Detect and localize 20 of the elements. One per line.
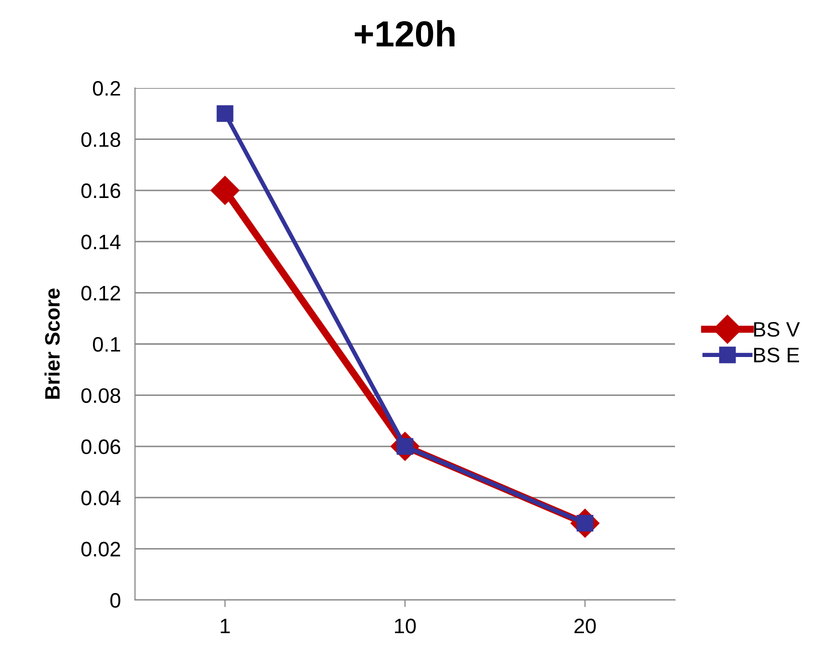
y-tick-label: 0.02 <box>81 542 120 557</box>
y-tick-label: 0 <box>110 593 120 608</box>
legend-label: BS E <box>754 348 800 362</box>
y-tick-label: 0.12 <box>81 286 120 301</box>
y-tick-label: 0.08 <box>81 388 120 403</box>
chart-title: +120h <box>354 20 454 47</box>
y-axis-title: Brier Score <box>44 288 60 399</box>
y-tick-label: 0.2 <box>92 81 120 96</box>
y-tick-label: 0.04 <box>81 490 121 506</box>
y-tick-label: 0.06 <box>81 439 120 454</box>
y-tick-label: 0.14 <box>81 234 121 250</box>
y-tick-label: 0.18 <box>81 132 120 147</box>
y-tick-label: 0.1 <box>92 337 120 352</box>
x-tick-label: 1 <box>220 618 230 634</box>
point <box>210 176 240 205</box>
legend-label: BS V <box>754 322 800 337</box>
x-tick-label: 10 <box>395 618 416 634</box>
point <box>216 105 234 122</box>
y-tick-label: 0.16 <box>81 183 120 198</box>
x-tick-label: 20 <box>574 618 596 634</box>
